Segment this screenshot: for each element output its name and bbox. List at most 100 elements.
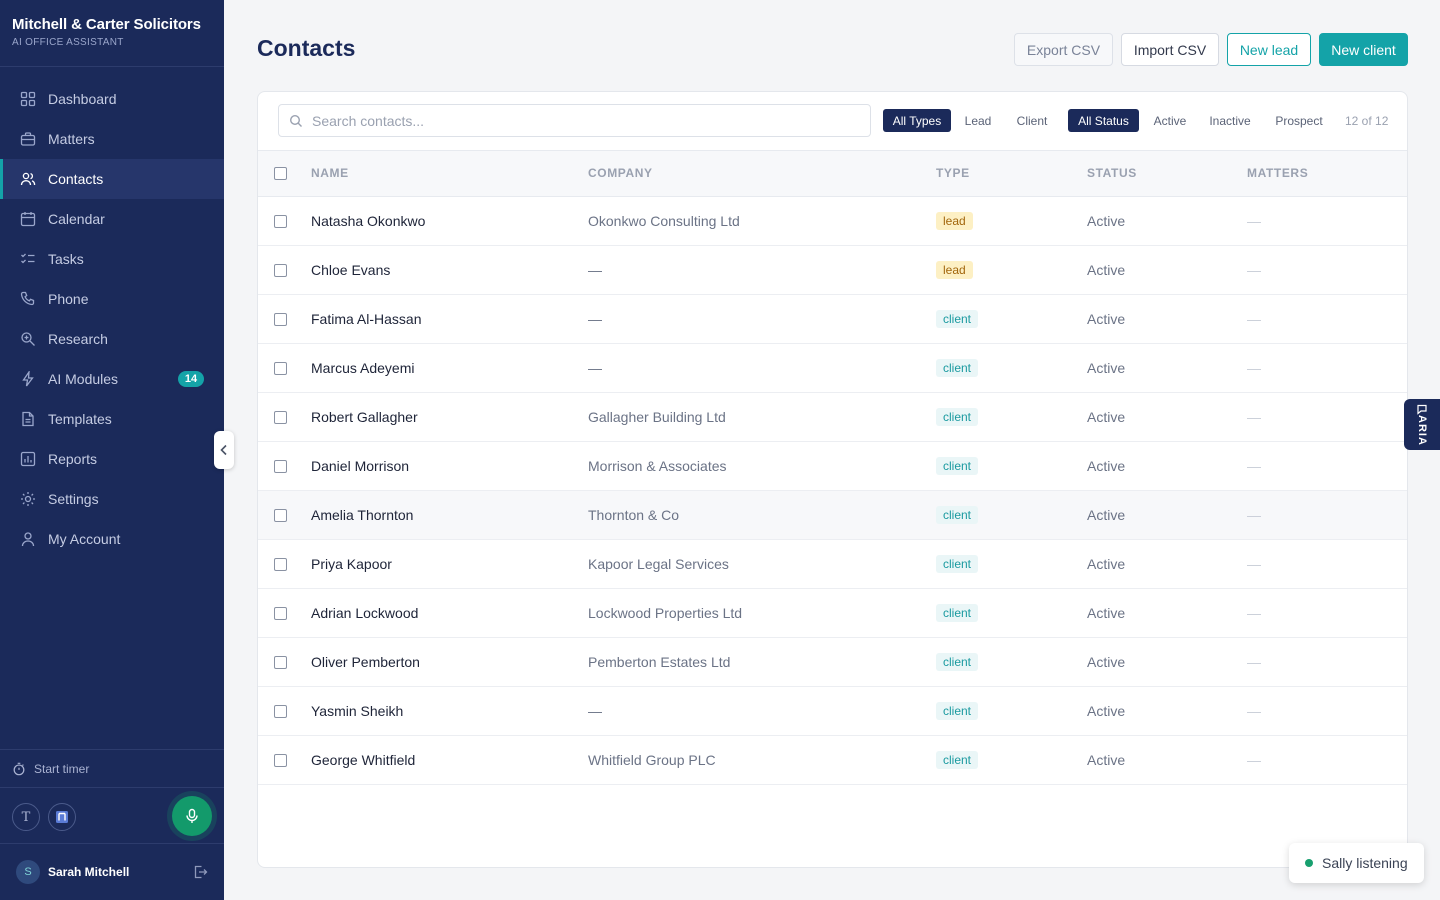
type-badge: client <box>936 653 978 671</box>
sidebar-item-label: Phone <box>48 291 88 307</box>
type-badge: client <box>936 457 978 475</box>
new-client-button[interactable]: New client <box>1319 33 1408 66</box>
row-checkbox[interactable] <box>274 607 287 620</box>
column-header-status[interactable]: STATUS <box>1087 151 1247 196</box>
row-checkbox[interactable] <box>274 509 287 522</box>
contact-type-cell: client <box>936 539 1087 588</box>
start-timer-button[interactable]: Start timer <box>0 749 224 787</box>
contact-name[interactable]: Fatima Al-Hassan <box>311 294 588 343</box>
row-checkbox[interactable] <box>274 705 287 718</box>
select-all-checkbox[interactable] <box>274 167 287 180</box>
table-row[interactable]: Amelia Thornton Thornton & Co client Active… <box>258 490 1408 539</box>
assistant-status-pill[interactable]: Sally listening <box>1289 843 1424 883</box>
contact-name[interactable]: Amelia Thornton <box>311 490 588 539</box>
row-checkbox[interactable] <box>274 264 287 277</box>
import-csv-button[interactable]: Import CSV <box>1121 33 1219 66</box>
filter-type-client[interactable]: Client <box>1009 109 1055 132</box>
sidebar-item-calendar[interactable]: Calendar <box>0 199 224 239</box>
row-checkbox[interactable] <box>274 558 287 571</box>
table-row[interactable]: Chloe Evans — lead Active — <box>258 245 1408 294</box>
row-select-cell <box>258 343 311 392</box>
contact-type-cell: client <box>936 343 1087 392</box>
contact-status: Active <box>1087 490 1247 539</box>
logout-icon[interactable] <box>192 864 208 880</box>
filter-status-inactive[interactable]: Inactive <box>1203 109 1257 132</box>
table-row[interactable]: Marcus Adeyemi — client Active — <box>258 343 1408 392</box>
sidebar-item-dashboard[interactable]: Dashboard <box>0 79 224 119</box>
column-header-company[interactable]: COMPANY <box>588 151 936 196</box>
row-checkbox[interactable] <box>274 460 287 473</box>
sidebar-collapse-button[interactable] <box>214 431 234 469</box>
filter-type-all[interactable]: All Types <box>883 109 951 132</box>
sidebar-item-tasks[interactable]: Tasks <box>0 239 224 279</box>
table-row[interactable]: George Whitfield Whitfield Group PLC clien… <box>258 735 1408 784</box>
contact-name[interactable]: Daniel Morrison <box>311 441 588 490</box>
start-timer-label: Start timer <box>34 762 89 776</box>
column-header-matters[interactable]: MATTERS <box>1247 151 1408 196</box>
column-header-type[interactable]: TYPE <box>936 151 1087 196</box>
column-header-name[interactable]: NAME <box>311 151 588 196</box>
sidebar-item-phone[interactable]: Phone <box>0 279 224 319</box>
table-row[interactable]: Priya Kapoor Kapoor Legal Services client A… <box>258 539 1408 588</box>
row-select-cell <box>258 637 311 686</box>
contact-company: Lockwood Properties Ltd <box>588 588 936 637</box>
row-checkbox[interactable] <box>274 656 287 669</box>
table-row[interactable]: Fatima Al-Hassan — client Active — <box>258 294 1408 343</box>
contact-name[interactable]: Adrian Lockwood <box>311 588 588 637</box>
sidebar-item-ai-modules[interactable]: AI Modules 14 <box>0 359 224 399</box>
table-row[interactable]: Oliver Pemberton Pemberton Estates Ltd cli… <box>258 637 1408 686</box>
text-tool-button[interactable]: T <box>12 803 40 831</box>
bolt-icon <box>20 371 36 387</box>
export-csv-button[interactable]: Export CSV <box>1014 33 1113 66</box>
contact-type-cell: client <box>936 686 1087 735</box>
contact-name[interactable]: Natasha Okonkwo <box>311 196 588 245</box>
contact-matters: — <box>1247 294 1408 343</box>
table-row[interactable]: Natasha Okonkwo Okonkwo Consulting Ltd lea… <box>258 196 1408 245</box>
sidebar-item-my-account[interactable]: My Account <box>0 519 224 559</box>
filter-status-active[interactable]: Active <box>1147 109 1193 132</box>
contact-company: — <box>588 343 936 392</box>
contact-name[interactable]: Marcus Adeyemi <box>311 343 588 392</box>
sidebar-item-contacts[interactable]: Contacts <box>0 159 224 199</box>
search-box[interactable] <box>278 104 871 137</box>
row-checkbox[interactable] <box>274 215 287 228</box>
sidebar-item-templates[interactable]: Templates <box>0 399 224 439</box>
filter-type-lead[interactable]: Lead <box>958 109 998 132</box>
microphone-icon <box>184 808 200 824</box>
sidebar-item-label: My Account <box>48 531 120 547</box>
assistant-status-label: Sally listening <box>1322 855 1408 871</box>
row-checkbox[interactable] <box>274 754 287 767</box>
table-row[interactable]: Yasmin Sheikh — client Active — <box>258 686 1408 735</box>
contact-name[interactable]: Priya Kapoor <box>311 539 588 588</box>
row-checkbox[interactable] <box>274 411 287 424</box>
avatar: S <box>16 860 40 884</box>
filter-status-prospect[interactable]: Prospect <box>1268 109 1330 132</box>
contact-company: Thornton & Co <box>588 490 936 539</box>
user-profile[interactable]: S Sarah Mitchell <box>0 843 224 900</box>
sidebar-item-label: Calendar <box>48 211 105 227</box>
sidebar-item-matters[interactable]: Matters <box>0 119 224 159</box>
sidebar-item-research[interactable]: Research <box>0 319 224 359</box>
sidebar-item-reports[interactable]: Reports <box>0 439 224 479</box>
aria-assistant-tab[interactable]: ARIA <box>1404 399 1440 450</box>
contact-matters: — <box>1247 539 1408 588</box>
sidebar-item-settings[interactable]: Settings <box>0 479 224 519</box>
microphone-button[interactable] <box>172 796 212 836</box>
contact-name[interactable]: Oliver Pemberton <box>311 637 588 686</box>
library-button[interactable] <box>48 803 76 831</box>
table-row[interactable]: Daniel Morrison Morrison & Associates clie… <box>258 441 1408 490</box>
contact-matters: — <box>1247 343 1408 392</box>
contact-name[interactable]: George Whitfield <box>311 735 588 784</box>
contact-name[interactable]: Robert Gallagher <box>311 392 588 441</box>
contact-matters: — <box>1247 441 1408 490</box>
contact-matters: — <box>1247 735 1408 784</box>
search-input[interactable] <box>312 113 852 129</box>
filter-status-all[interactable]: All Status <box>1068 109 1139 132</box>
contact-name[interactable]: Yasmin Sheikh <box>311 686 588 735</box>
contact-name[interactable]: Chloe Evans <box>311 245 588 294</box>
row-checkbox[interactable] <box>274 362 287 375</box>
table-row[interactable]: Robert Gallagher Gallagher Building Ltd cl… <box>258 392 1408 441</box>
new-lead-button[interactable]: New lead <box>1227 33 1311 66</box>
row-checkbox[interactable] <box>274 313 287 326</box>
table-row[interactable]: Adrian Lockwood Lockwood Properties Ltd cl… <box>258 588 1408 637</box>
